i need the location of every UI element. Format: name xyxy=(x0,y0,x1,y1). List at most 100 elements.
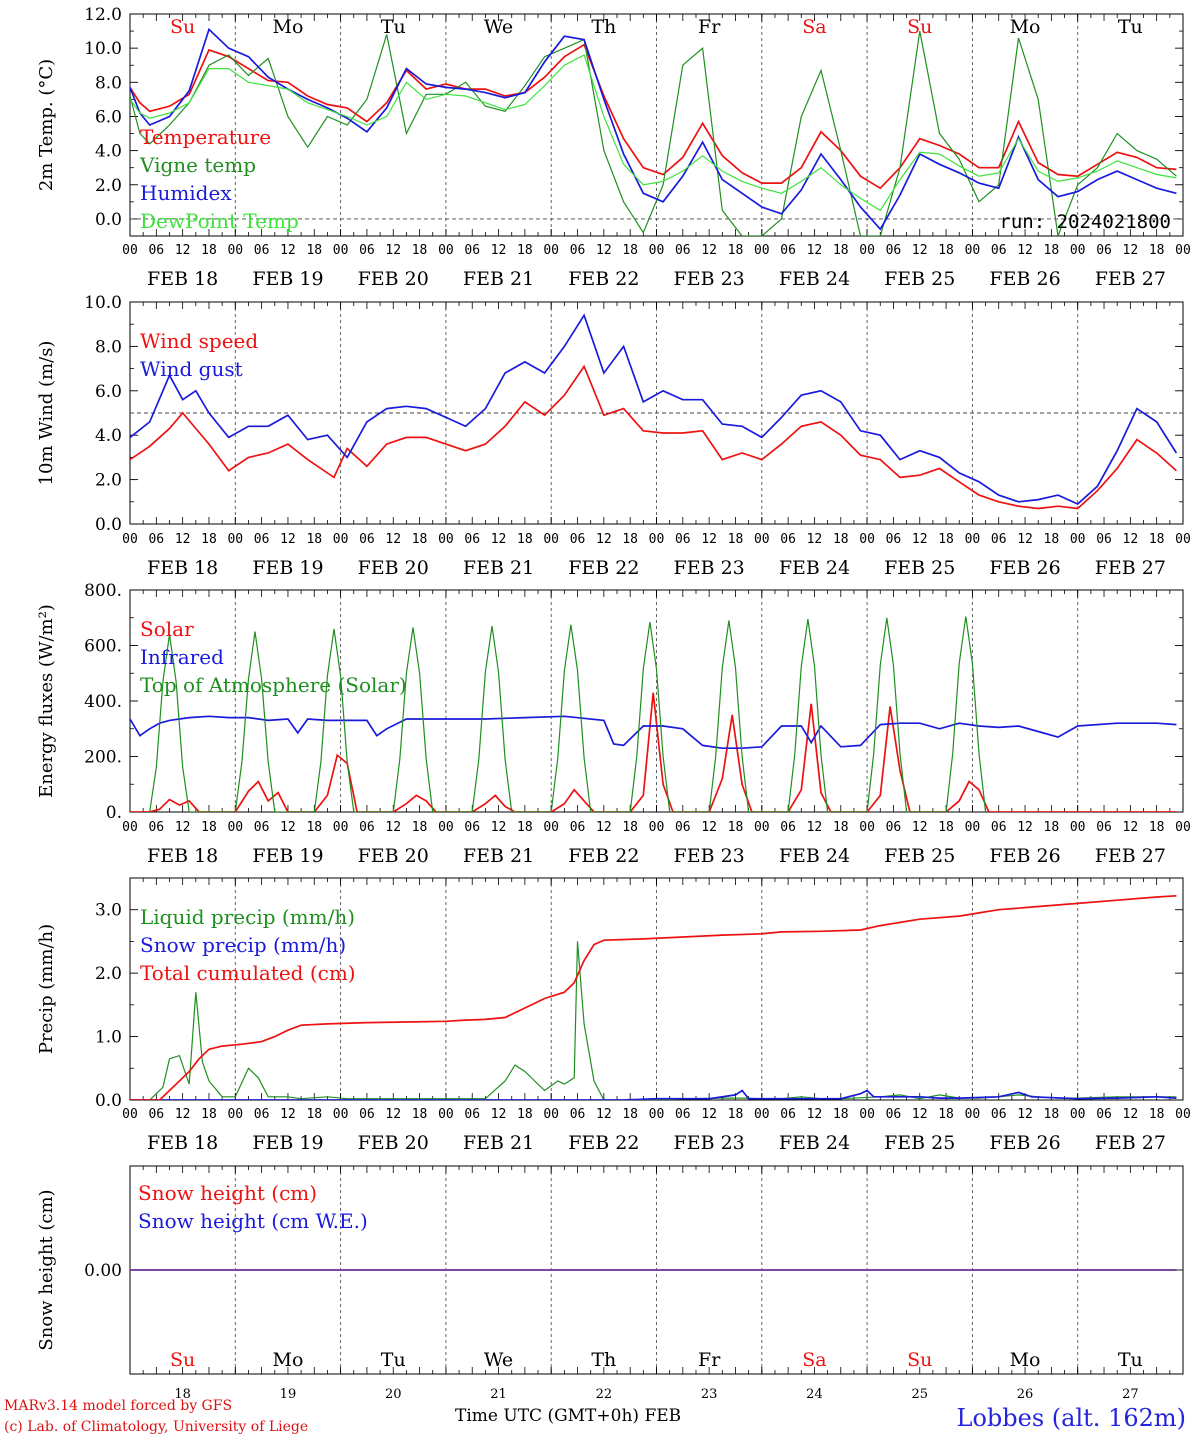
hour-tick-label: 18 xyxy=(833,532,849,547)
date-label: FEB 24 xyxy=(779,845,850,867)
day-of-week-label: Fr xyxy=(698,16,721,38)
hour-tick-label: 18 xyxy=(622,243,638,258)
day-number-label: 20 xyxy=(385,1387,402,1402)
date-label: FEB 20 xyxy=(358,1132,429,1154)
y-tick-label: 1.0 xyxy=(95,1028,122,1048)
y-axis-label: 10m Wind (m/s) xyxy=(36,341,57,486)
hour-tick-label: 00 xyxy=(1175,532,1191,547)
hour-tick-label: 06 xyxy=(359,820,375,835)
panel-1: 0.0 2.0 4.0 6.0 8.0 10.0 12.0 2m Temp. (°C) Temp… xyxy=(36,5,1191,290)
hour-tick-label: 06 xyxy=(464,1107,480,1122)
day-of-week-label: Tu xyxy=(381,16,406,38)
hour-tick-label: 18 xyxy=(938,243,954,258)
date-label: FEB 26 xyxy=(989,845,1060,867)
hour-tick-label: 18 xyxy=(412,820,428,835)
hour-tick-label: 00 xyxy=(754,532,770,547)
date-label: FEB 27 xyxy=(1095,268,1166,290)
y-axis-label: 2m Temp. (°C) xyxy=(36,59,57,191)
date-label: FEB 26 xyxy=(989,557,1060,579)
date-label: FEB 21 xyxy=(463,845,534,867)
hour-tick-label: 12 xyxy=(807,243,823,258)
hour-tick-label: 12 xyxy=(1123,820,1139,835)
y-axis-label: Snow height (cm) xyxy=(36,1189,57,1350)
y-tick-label: 0.0 xyxy=(95,210,122,230)
hour-tick-label: 06 xyxy=(1096,243,1112,258)
hour-tick-label: 06 xyxy=(254,1107,270,1122)
hour-tick-label: 18 xyxy=(1149,532,1165,547)
hour-tick-label: 00 xyxy=(438,820,454,835)
legend-entry: Wind gust xyxy=(140,357,243,381)
hour-tick-label: 18 xyxy=(1149,1107,1165,1122)
hour-tick-label: 12 xyxy=(280,243,296,258)
hour-tick-label: 06 xyxy=(359,532,375,547)
y-tick-label: 0. xyxy=(106,803,122,823)
hour-tick-label: 18 xyxy=(833,243,849,258)
legend-entry: Wind speed xyxy=(140,329,258,353)
y-tick-label: 800. xyxy=(84,581,122,601)
hour-tick-label: 06 xyxy=(359,243,375,258)
hour-tick-label: 00 xyxy=(122,1107,138,1122)
date-label: FEB 27 xyxy=(1095,557,1166,579)
model-credit-line1: MARv3.14 model forced by GFS xyxy=(4,1398,233,1414)
y-tick-label: 2.0 xyxy=(95,964,122,984)
hour-tick-label: 06 xyxy=(464,532,480,547)
hour-tick-label: 18 xyxy=(412,1107,428,1122)
hour-tick-label: 00 xyxy=(965,243,981,258)
hour-tick-label: 12 xyxy=(596,243,612,258)
date-label: FEB 22 xyxy=(568,845,639,867)
legend-entry: Snow height (cm W.E.) xyxy=(138,1209,368,1233)
hour-tick-label: 18 xyxy=(622,1107,638,1122)
hour-tick-label: 00 xyxy=(333,243,349,258)
hour-tick-label: 12 xyxy=(491,820,507,835)
hour-tick-label: 12 xyxy=(1123,243,1139,258)
hour-tick-label: 00 xyxy=(649,532,665,547)
hour-tick-label: 06 xyxy=(254,532,270,547)
day-number-label: 21 xyxy=(490,1387,507,1402)
date-label: FEB 21 xyxy=(463,557,534,579)
hour-tick-label: 00 xyxy=(754,820,770,835)
date-label: FEB 24 xyxy=(779,1132,850,1154)
y-axis-label: Precip (mm/h) xyxy=(36,924,57,1054)
legend-entry: Temperature xyxy=(140,125,271,149)
legend-entry: Snow height (cm) xyxy=(138,1181,317,1205)
day-of-week-label: Th xyxy=(591,1349,616,1371)
hour-tick-label: 12 xyxy=(175,1107,191,1122)
hour-tick-label: 06 xyxy=(254,820,270,835)
series-line-3 xyxy=(130,27,1177,231)
date-label: FEB 23 xyxy=(674,1132,745,1154)
hour-tick-label: 00 xyxy=(438,1107,454,1122)
hour-tick-label: 06 xyxy=(780,243,796,258)
hour-tick-label: 06 xyxy=(780,1107,796,1122)
hour-tick-label: 00 xyxy=(543,1107,559,1122)
date-label: FEB 18 xyxy=(147,1132,218,1154)
y-tick-label: 10.0 xyxy=(84,293,122,313)
hour-tick-label: 06 xyxy=(148,820,164,835)
date-label: FEB 18 xyxy=(147,845,218,867)
hour-tick-label: 06 xyxy=(780,532,796,547)
y-tick-label: 12.0 xyxy=(84,5,122,25)
hour-tick-label: 12 xyxy=(1017,820,1033,835)
day-of-week-label: Su xyxy=(170,16,195,38)
hour-tick-label: 12 xyxy=(491,243,507,258)
series-line-2 xyxy=(130,715,1177,750)
y-tick-label: 4.0 xyxy=(95,142,122,162)
hour-tick-label: 06 xyxy=(991,243,1007,258)
legend-entry: Snow precip (mm/h) xyxy=(140,933,346,957)
hour-tick-label: 18 xyxy=(1044,1107,1060,1122)
legend-entry: Infrared xyxy=(140,645,224,669)
hour-tick-label: 12 xyxy=(175,820,191,835)
hour-tick-label: 12 xyxy=(807,820,823,835)
date-label: FEB 18 xyxy=(147,268,218,290)
hour-tick-label: 06 xyxy=(148,532,164,547)
hour-tick-label: 12 xyxy=(175,532,191,547)
hour-tick-label: 18 xyxy=(412,243,428,258)
model-credit-line2: (c) Lab. of Climatology, University of L… xyxy=(4,1419,309,1435)
day-number-label: 23 xyxy=(701,1387,718,1402)
hour-tick-label: 00 xyxy=(859,532,875,547)
y-tick-label: 3.0 xyxy=(95,901,122,921)
hour-tick-label: 06 xyxy=(675,820,691,835)
hour-tick-label: 06 xyxy=(570,1107,586,1122)
hour-tick-label: 12 xyxy=(175,243,191,258)
date-label: FEB 23 xyxy=(674,557,745,579)
hour-tick-label: 00 xyxy=(1070,532,1086,547)
